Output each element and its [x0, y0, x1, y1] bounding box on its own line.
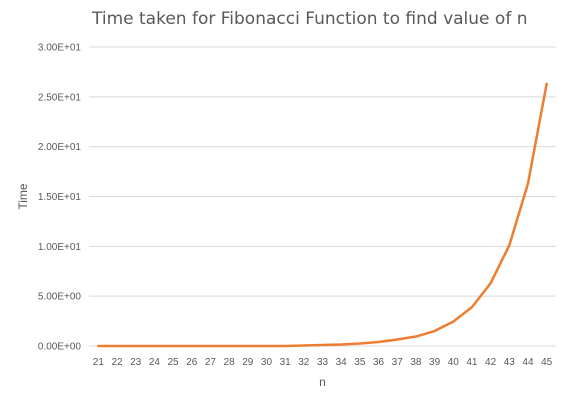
- x-tick-label: 22: [111, 357, 123, 368]
- y-tick-label: 1.50E+01: [38, 192, 82, 203]
- x-tick-label: 41: [466, 357, 478, 368]
- y-tick-label: 3.00E+01: [38, 43, 82, 54]
- x-tick-label: 39: [429, 357, 441, 368]
- x-tick-label: 33: [317, 357, 329, 368]
- y-axis-label: Time: [16, 183, 30, 210]
- gridlines: [89, 46, 556, 297]
- x-tick-label: 23: [130, 357, 142, 368]
- x-tick-label: 32: [298, 357, 310, 368]
- y-tick-label: 0.00E+00: [38, 342, 82, 353]
- x-tick-label: 36: [373, 357, 385, 368]
- x-tick-label: 44: [522, 357, 534, 368]
- x-tick-label: 42: [485, 357, 497, 368]
- x-tick-label: 27: [205, 357, 217, 368]
- x-tick-label: 45: [541, 357, 553, 368]
- y-tick-label: 5.00E+00: [38, 292, 82, 303]
- chart-title: Time taken for Fibonacci Function to fin…: [92, 9, 528, 29]
- x-tick-label: 30: [261, 357, 273, 368]
- x-tick-label: 25: [167, 357, 179, 368]
- y-axis-ticks: 0.00E+00 5.00E+00 1.00E+01 1.50E+01 2.00E+01…: [38, 43, 82, 353]
- x-tick-label: 28: [224, 357, 236, 368]
- x-axis-label: n: [319, 375, 326, 389]
- x-tick-label: 26: [186, 357, 198, 368]
- x-tick-label: 37: [392, 357, 404, 368]
- x-axis-ticks: 21 22 23 24 25 26 27 28 29 30 31 32 33 34 35 36 37 38 39 40…: [93, 357, 553, 368]
- x-tick-label: 43: [504, 357, 516, 368]
- x-tick-label: 40: [448, 357, 460, 368]
- x-tick-label: 29: [242, 357, 254, 368]
- x-tick-label: 35: [354, 357, 366, 368]
- x-tick-label: 38: [410, 357, 422, 368]
- x-tick-label: 31: [280, 357, 292, 368]
- y-tick-label: 2.00E+01: [38, 142, 82, 153]
- series-line: [97, 82, 548, 348]
- x-tick-label: 24: [149, 357, 161, 368]
- y-tick-label: 1.00E+01: [38, 242, 82, 253]
- series: [97, 82, 548, 348]
- x-tick-label: 21: [93, 357, 105, 368]
- x-tick-label: 34: [336, 357, 348, 368]
- y-tick-label: 2.50E+01: [38, 92, 82, 103]
